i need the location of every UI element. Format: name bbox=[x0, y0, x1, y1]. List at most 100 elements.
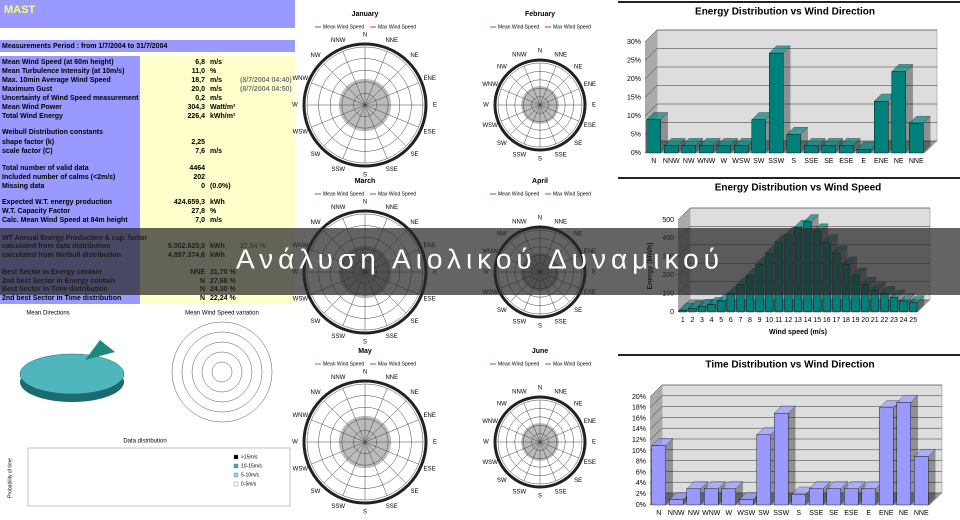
radar-direction: S bbox=[363, 340, 367, 346]
legend-label: Mean Wind Speed bbox=[323, 24, 364, 30]
bar-front bbox=[804, 145, 819, 154]
bar-top bbox=[896, 395, 919, 403]
bar bbox=[913, 449, 936, 506]
bar-top bbox=[821, 138, 844, 146]
x-tick-label: 19 bbox=[852, 317, 860, 324]
radar-spoke bbox=[323, 441, 366, 484]
row-cell: 4464 bbox=[189, 165, 205, 172]
y-tick-label: 2% bbox=[636, 491, 646, 498]
x-tick-label: S bbox=[796, 510, 801, 517]
radar-direction: NNE bbox=[554, 390, 567, 396]
dist-legend-label: 5-10m/s bbox=[241, 472, 260, 478]
radar-direction: NW bbox=[497, 64, 507, 70]
bar-front bbox=[821, 145, 836, 154]
radar-direction: SSE bbox=[555, 152, 567, 158]
row-cell: W.T. Capacity Factor bbox=[2, 208, 70, 215]
bar-front bbox=[769, 52, 784, 154]
row-cell: m/s bbox=[210, 77, 222, 84]
x-tick-label: N bbox=[656, 510, 661, 517]
radar-direction: SSW bbox=[331, 167, 345, 173]
bar-top bbox=[768, 45, 791, 54]
row-cell: 0 bbox=[201, 183, 205, 190]
y-tick-label: 30% bbox=[627, 39, 641, 46]
legend-label: Mean Wind Speed bbox=[498, 24, 539, 30]
row-cell: 0,2 bbox=[195, 95, 205, 102]
radar-spoke bbox=[364, 104, 419, 128]
bar-front bbox=[734, 145, 749, 154]
radar-direction: NNW bbox=[512, 220, 527, 226]
radar-spoke bbox=[323, 63, 366, 106]
radar-direction: ESE bbox=[584, 460, 596, 466]
small-ring bbox=[211, 361, 233, 383]
radar-direction: WNW bbox=[292, 76, 308, 82]
period-band bbox=[0, 40, 295, 52]
radar-direction: WSW bbox=[293, 129, 309, 135]
x-tick-label: W bbox=[720, 158, 727, 165]
radar-spoke bbox=[364, 51, 388, 106]
bar-front bbox=[686, 488, 701, 506]
x-tick-label: NNW bbox=[663, 158, 680, 165]
radar-title: June bbox=[532, 348, 548, 355]
x-tick-label: SW bbox=[753, 158, 765, 165]
bar-front bbox=[826, 488, 841, 506]
radar-spoke bbox=[539, 88, 579, 106]
legend-label: Max Wind Speed bbox=[553, 191, 591, 197]
radar-direction: SW bbox=[311, 489, 321, 495]
legend-label: Max Wind Speed bbox=[378, 361, 416, 367]
x-tick-label: SSW bbox=[768, 158, 784, 165]
radar-spoke bbox=[364, 388, 388, 443]
row-cell: m/s bbox=[210, 217, 222, 224]
radar-spoke bbox=[510, 412, 541, 443]
radar-direction: NNW bbox=[512, 390, 527, 396]
bar-front bbox=[678, 309, 687, 313]
x-tick-label: 2 bbox=[690, 317, 694, 324]
radar-direction: SW bbox=[497, 308, 507, 314]
radar-direction: WNW bbox=[292, 413, 308, 419]
radar-direction: SE bbox=[574, 478, 582, 484]
row-cell: Expected W.T. energy production bbox=[2, 199, 112, 206]
radar-spoke bbox=[311, 441, 366, 465]
radar-direction: N bbox=[363, 33, 367, 39]
bar-front bbox=[909, 302, 918, 313]
grid-line bbox=[644, 29, 937, 43]
radar-spoke bbox=[539, 75, 570, 106]
x-tick-label: N bbox=[651, 158, 656, 165]
bar-top bbox=[703, 481, 726, 489]
bar-front bbox=[879, 407, 894, 506]
radar-spoke bbox=[539, 104, 579, 122]
row-cell: Mean Wind Speed (at 60m height) bbox=[2, 59, 114, 66]
radar-direction: N bbox=[363, 200, 367, 206]
radar-direction: SSW bbox=[331, 334, 345, 340]
bar-front bbox=[844, 488, 859, 506]
x-tick-label: WSW bbox=[737, 510, 755, 517]
grid-line bbox=[649, 427, 942, 441]
radar-direction: NNE bbox=[554, 53, 567, 59]
x-tick-label: SE bbox=[829, 510, 839, 517]
y-tick-label: 4% bbox=[636, 480, 646, 487]
radar-direction: W bbox=[483, 440, 489, 446]
x-tick-label: 11 bbox=[775, 317, 782, 324]
radar-direction: SSW bbox=[512, 319, 526, 325]
radar-spoke bbox=[501, 425, 541, 443]
dist-legend-swatch bbox=[233, 481, 239, 487]
x-tick-label: 25 bbox=[909, 317, 917, 324]
x-tick-label: 14 bbox=[804, 317, 812, 324]
bar-front bbox=[688, 308, 697, 313]
x-tick-label: 22 bbox=[881, 317, 889, 324]
radar-spoke bbox=[342, 441, 366, 496]
radar-direction: ESE bbox=[424, 466, 436, 472]
row-cell: Mean Turbulence Intensity (at 10m/s) bbox=[2, 68, 124, 75]
radar-spoke bbox=[539, 441, 579, 459]
bar-front bbox=[721, 488, 736, 506]
small-ring bbox=[181, 331, 263, 413]
radar-direction: NNE bbox=[385, 375, 398, 381]
chart-title: Energy Distribution vs Wind Direction bbox=[695, 7, 875, 18]
x-tick-label: 4 bbox=[710, 317, 714, 324]
radar-spoke bbox=[311, 104, 366, 128]
x-tick-label: S bbox=[791, 158, 796, 165]
radar-direction: SSE bbox=[386, 167, 398, 173]
x-tick-label: SE bbox=[824, 158, 834, 165]
radar-direction: W bbox=[483, 103, 489, 109]
bar bbox=[651, 438, 674, 506]
row-cell: 2,25 bbox=[191, 139, 205, 146]
